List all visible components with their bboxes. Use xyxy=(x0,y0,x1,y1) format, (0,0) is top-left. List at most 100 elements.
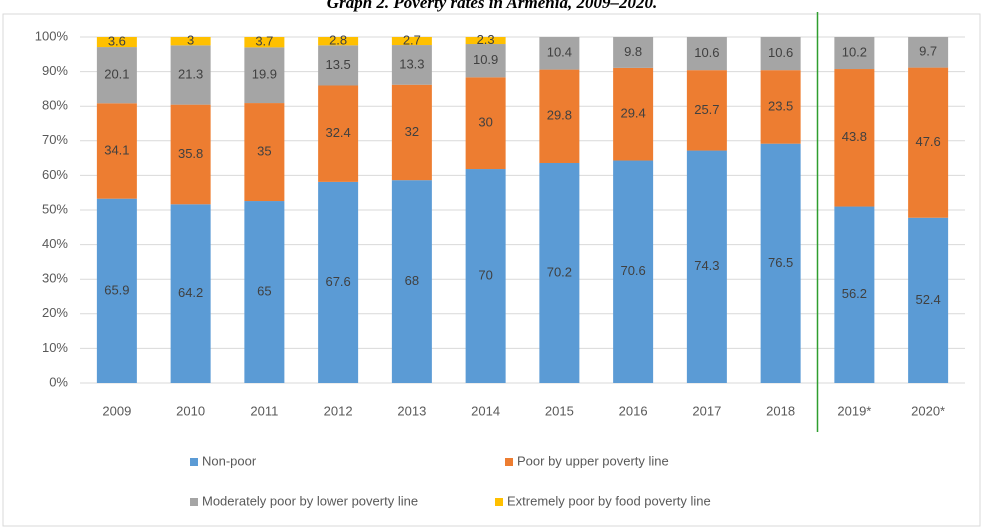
x-tick-label: 2020* xyxy=(911,403,945,418)
y-tick-label: 30% xyxy=(42,271,68,286)
legend-swatch xyxy=(190,498,198,506)
data-label: 32 xyxy=(405,124,419,139)
data-label: 70.6 xyxy=(620,263,645,278)
y-tick-label: 70% xyxy=(42,132,68,147)
y-tick-label: 100% xyxy=(35,28,69,43)
legend-label: Non-poor xyxy=(202,453,257,468)
data-label: 34.1 xyxy=(104,142,129,157)
x-tick-label: 2016 xyxy=(619,403,648,418)
data-label: 56.2 xyxy=(842,286,867,301)
bar-segment xyxy=(613,160,654,383)
y-tick-label: 20% xyxy=(42,305,68,320)
data-label: 47.6 xyxy=(915,134,940,149)
bar-segment xyxy=(908,67,949,218)
bar-segment xyxy=(465,37,506,45)
bar-segment xyxy=(760,143,801,383)
data-label: 68 xyxy=(405,273,419,288)
bar-segment xyxy=(391,180,432,383)
data-label: 30 xyxy=(478,115,492,130)
data-label: 65 xyxy=(257,283,271,298)
data-label: 67.6 xyxy=(325,274,350,289)
data-label: 3 xyxy=(187,33,194,48)
bar-segment xyxy=(244,37,285,48)
data-label: 9.8 xyxy=(624,44,642,59)
bar-segment xyxy=(760,37,801,71)
x-tick-label: 2009 xyxy=(102,403,131,418)
bar-segment xyxy=(391,37,432,46)
bar-segment xyxy=(170,37,211,46)
bar-segment xyxy=(244,103,285,202)
data-label: 9.7 xyxy=(919,44,937,59)
legend-label: Poor by upper poverty line xyxy=(517,453,669,468)
data-label: 10.2 xyxy=(842,44,867,59)
data-label: 23.5 xyxy=(768,98,793,113)
chart-title: Graph 2. Poverty rates in Armenia, 2009–… xyxy=(327,0,657,12)
bar-segment xyxy=(613,37,654,68)
data-label: 10.6 xyxy=(694,45,719,60)
bar-segment xyxy=(834,206,875,383)
bar-segment xyxy=(760,70,801,144)
bar-segment xyxy=(244,47,285,104)
y-tick-label: 10% xyxy=(42,340,68,355)
bar-segment xyxy=(686,37,727,71)
legend-swatch xyxy=(495,498,503,506)
data-label: 13.3 xyxy=(399,56,424,71)
x-tick-label: 2015 xyxy=(545,403,574,418)
data-label: 76.5 xyxy=(768,255,793,270)
x-tick-label: 2018 xyxy=(766,403,795,418)
data-label: 3.6 xyxy=(108,33,126,48)
bar-segment xyxy=(613,67,654,161)
bar-segment xyxy=(686,150,727,383)
bar-segment xyxy=(539,69,580,163)
bar-segment xyxy=(465,44,506,78)
data-label: 29.8 xyxy=(547,108,572,123)
bar-segment xyxy=(834,37,875,70)
bar-segment xyxy=(170,204,211,383)
bar-segment xyxy=(244,201,285,383)
bar-segment xyxy=(96,103,137,199)
data-label: 65.9 xyxy=(104,282,129,297)
data-label: 13.5 xyxy=(325,57,350,72)
data-label: 70.2 xyxy=(547,264,572,279)
bar-segment xyxy=(318,181,359,383)
data-label: 19.9 xyxy=(252,67,277,82)
y-tick-label: 90% xyxy=(42,63,68,78)
data-label: 10.4 xyxy=(547,45,572,60)
bar-segment xyxy=(391,45,432,85)
data-label: 3.7 xyxy=(255,34,273,49)
data-label: 70 xyxy=(478,267,492,282)
data-label: 43.8 xyxy=(842,129,867,144)
data-label: 35 xyxy=(257,143,271,158)
bar-segment xyxy=(96,198,137,383)
data-label: 52.4 xyxy=(915,292,940,307)
data-label: 2.3 xyxy=(477,32,495,47)
bar-segment xyxy=(686,70,727,151)
legend-swatch xyxy=(190,458,198,466)
y-tick-label: 50% xyxy=(42,201,68,216)
x-tick-label: 2013 xyxy=(397,403,426,418)
legend-swatch xyxy=(505,458,513,466)
data-label: 21.3 xyxy=(178,66,203,81)
bar-segment xyxy=(834,69,875,207)
bar-segment xyxy=(318,37,359,46)
y-tick-label: 60% xyxy=(42,167,68,182)
x-tick-label: 2011 xyxy=(250,403,278,418)
bar-segment xyxy=(96,47,137,104)
bar-segment xyxy=(908,37,949,68)
bar-segment xyxy=(318,85,359,182)
bar-segment xyxy=(96,37,137,48)
bar-segment xyxy=(539,162,580,383)
bar-segment xyxy=(391,84,432,181)
bar-segment xyxy=(170,45,211,105)
data-label: 64.2 xyxy=(178,285,203,300)
data-label: 10.9 xyxy=(473,52,498,67)
x-tick-label: 2010 xyxy=(176,403,205,418)
data-label: 74.3 xyxy=(694,258,719,273)
bar-segment xyxy=(170,104,211,205)
data-label: 35.8 xyxy=(178,146,203,161)
bar-segment xyxy=(465,77,506,170)
y-tick-label: 80% xyxy=(42,98,68,113)
bar-segment xyxy=(465,169,506,383)
legend-label: Moderately poor by lower poverty line xyxy=(202,493,418,508)
